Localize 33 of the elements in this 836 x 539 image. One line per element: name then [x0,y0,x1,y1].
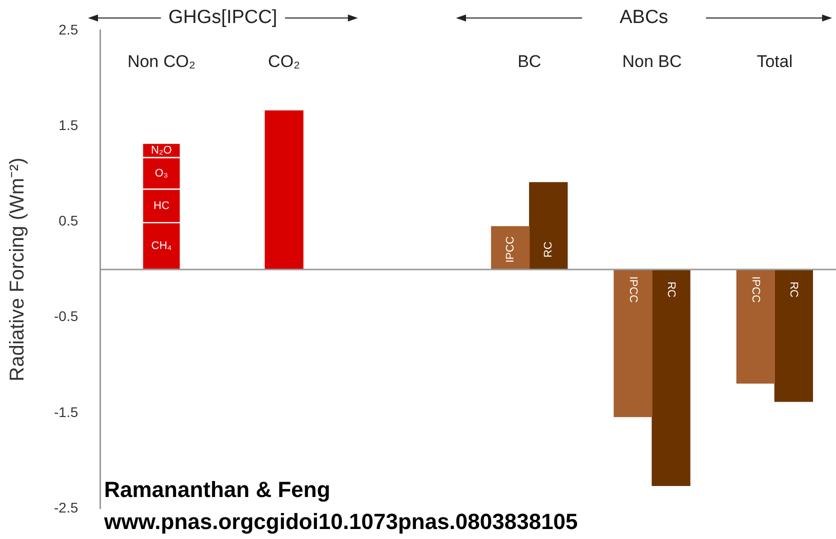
text: RC [788,282,800,298]
bar [491,226,530,270]
x-tick-label: Non BC [622,52,682,72]
y-tick-label: 1.5 [58,116,78,133]
series-label: IPCC [504,236,516,263]
text: IPCC [627,276,639,303]
text: RC [665,282,677,298]
y-tick-label: -2.5 [54,499,78,516]
bar [264,110,304,270]
annotation: Ramananthan & Feng [104,477,330,502]
x-tick-label: Non CO₂ [127,52,196,72]
series-label: CH₄ [151,240,172,252]
y-tick-label: -1.5 [54,404,78,420]
text: IPCC [750,276,762,303]
series-label: N₂O [151,144,172,156]
bar [736,269,776,384]
x-tick-label: Total [756,52,793,72]
bar [529,182,568,270]
x-tick-label: CO₂ [268,52,300,72]
series-label: O₃ [154,167,168,180]
bar [614,269,652,418]
bar [652,269,690,486]
text: ABCs [618,6,670,30]
x-tick-label: BC [518,52,542,72]
annotation: www.pnas.orgcgidoi10.1073pnas.0803838105 [103,509,578,534]
bar [774,269,814,402]
y-tick-label: -0.5 [54,308,78,324]
y-axis-title: Radiative Forcing (Wm⁻²) [6,158,29,382]
y-tick-label: 0.5 [58,212,78,229]
y-tick-label: 2.5 [58,21,78,38]
series-label: RC [542,242,554,258]
text: GHGs[IPCC] [167,6,278,30]
series-label: HC [154,200,170,212]
